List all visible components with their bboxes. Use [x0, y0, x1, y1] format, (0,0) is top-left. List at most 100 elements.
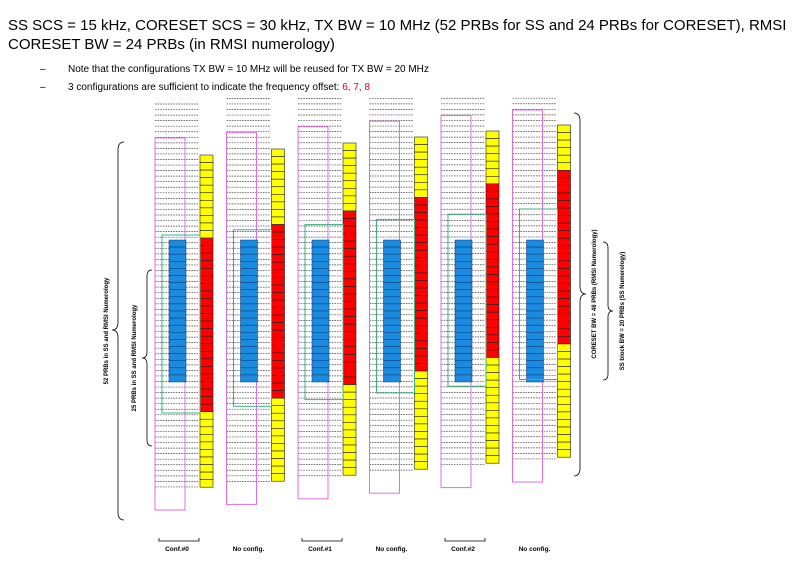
config-label: Conf.#0 [165, 546, 189, 553]
coreset-overlap-prb [557, 170, 571, 179]
coreset-prb [271, 148, 285, 157]
coreset-overlap-prb [342, 346, 357, 355]
ss-block-prb [526, 246, 544, 255]
coreset-overlap-prb [199, 335, 214, 345]
ss-block-prb [240, 246, 258, 255]
coreset-prb [414, 189, 428, 198]
ss-block-prb [454, 296, 473, 305]
coreset-prb [557, 124, 571, 133]
coreset-prb [199, 479, 214, 488]
ss-block-prb [240, 310, 258, 319]
coreset-overlap-prb [271, 375, 285, 384]
coreset-prb [557, 411, 571, 420]
coreset-overlap-prb [342, 233, 357, 242]
ss-block-prb [454, 261, 473, 269]
coreset-prb [485, 160, 500, 170]
coreset-prb [557, 162, 571, 171]
coreset-overlap-prb [414, 249, 428, 259]
coreset-overlap-prb [199, 350, 214, 360]
coreset-prb [485, 440, 500, 449]
coreset-overlap-prb [342, 301, 357, 310]
coreset-overlap-prb [485, 236, 500, 245]
coreset-overlap-prb [485, 266, 500, 275]
coreset-prb [199, 456, 214, 465]
coreset-overlap-prb [414, 197, 428, 206]
bw-outline [161, 234, 201, 414]
coreset-overlap-prb [199, 373, 214, 382]
ss-block-prb [526, 367, 544, 376]
coreset-prb [342, 180, 357, 189]
coreset-prb [414, 416, 428, 425]
ss-block-prb [526, 324, 544, 333]
coreset-prb [485, 153, 500, 162]
ss-block-prb [526, 310, 544, 319]
coreset-prb [557, 147, 571, 156]
bw-outline [447, 213, 487, 387]
ss-block-prb [168, 353, 187, 361]
ss-block-prb [311, 324, 330, 333]
coreset-prb [271, 156, 285, 165]
ss-block-prb [383, 367, 401, 376]
bw-outline [376, 218, 415, 394]
coreset-overlap-prb [557, 260, 571, 269]
coreset-overlap-prb [485, 243, 500, 253]
coreset-prb [485, 410, 500, 419]
coreset-overlap-prb [414, 219, 428, 228]
coreset-prb [342, 452, 357, 461]
coreset-overlap-prb [199, 396, 214, 405]
coreset-prb [271, 397, 285, 406]
coreset-overlap-prb [485, 319, 500, 328]
coreset-overlap-prb [414, 363, 428, 372]
coreset-overlap-prb [485, 304, 500, 313]
coreset-overlap-prb [485, 251, 500, 260]
ss-block-prb [526, 289, 544, 298]
ss-block-prb [311, 282, 330, 290]
coreset-overlap-prb [199, 275, 214, 284]
ss-block-prb [240, 360, 258, 369]
coreset-overlap-prb [414, 317, 428, 327]
ss-block-prb [168, 346, 187, 354]
coreset-prb [199, 222, 214, 231]
coreset-overlap-prb [414, 340, 428, 349]
ss-block-prb [311, 261, 330, 269]
bw-outline [233, 229, 272, 407]
coreset-prb [342, 150, 357, 159]
coreset-overlap-prb [271, 367, 285, 376]
coreset-overlap-prb [199, 245, 214, 254]
coreset-prb [342, 399, 357, 408]
coreset-prb [414, 370, 428, 379]
ss-block-prb [311, 239, 330, 248]
ss-block-prb [526, 253, 544, 262]
coreset-overlap-prb [342, 293, 357, 302]
coreset-prb [199, 418, 214, 428]
coreset-overlap-prb [414, 348, 428, 357]
coreset-prb [414, 400, 428, 410]
coreset-prb [271, 216, 285, 225]
coreset-overlap-prb [342, 376, 357, 385]
ss-block-prb [383, 332, 401, 340]
coreset-overlap-prb [271, 277, 285, 286]
coreset-overlap-prb [342, 331, 357, 340]
ss-block-prb [311, 310, 330, 319]
ss-block-prb [383, 239, 401, 248]
coreset-prb [342, 406, 357, 416]
coreset-overlap-prb [414, 242, 428, 251]
ss-block-prb [311, 346, 330, 354]
ss-block-prb [240, 296, 258, 305]
offset-values: 6, 7, 8 [342, 82, 371, 93]
ss-block-prb [383, 253, 401, 262]
coreset-prb [342, 172, 357, 182]
ss-block-prb [454, 268, 473, 276]
ss-block-prb [526, 239, 544, 248]
coreset-overlap-prb [557, 320, 571, 330]
coreset-overlap-prb [485, 206, 500, 215]
ss-block-prb [168, 253, 187, 262]
ss-block-prb [383, 303, 401, 312]
ss-block-prb [240, 239, 258, 248]
ss-block-prb [240, 289, 258, 298]
config-column [512, 97, 571, 483]
coreset-overlap-prb [199, 358, 214, 367]
coreset-overlap-prb [414, 265, 428, 274]
coreset-prb [271, 171, 285, 180]
ss-block-prb [454, 353, 473, 361]
